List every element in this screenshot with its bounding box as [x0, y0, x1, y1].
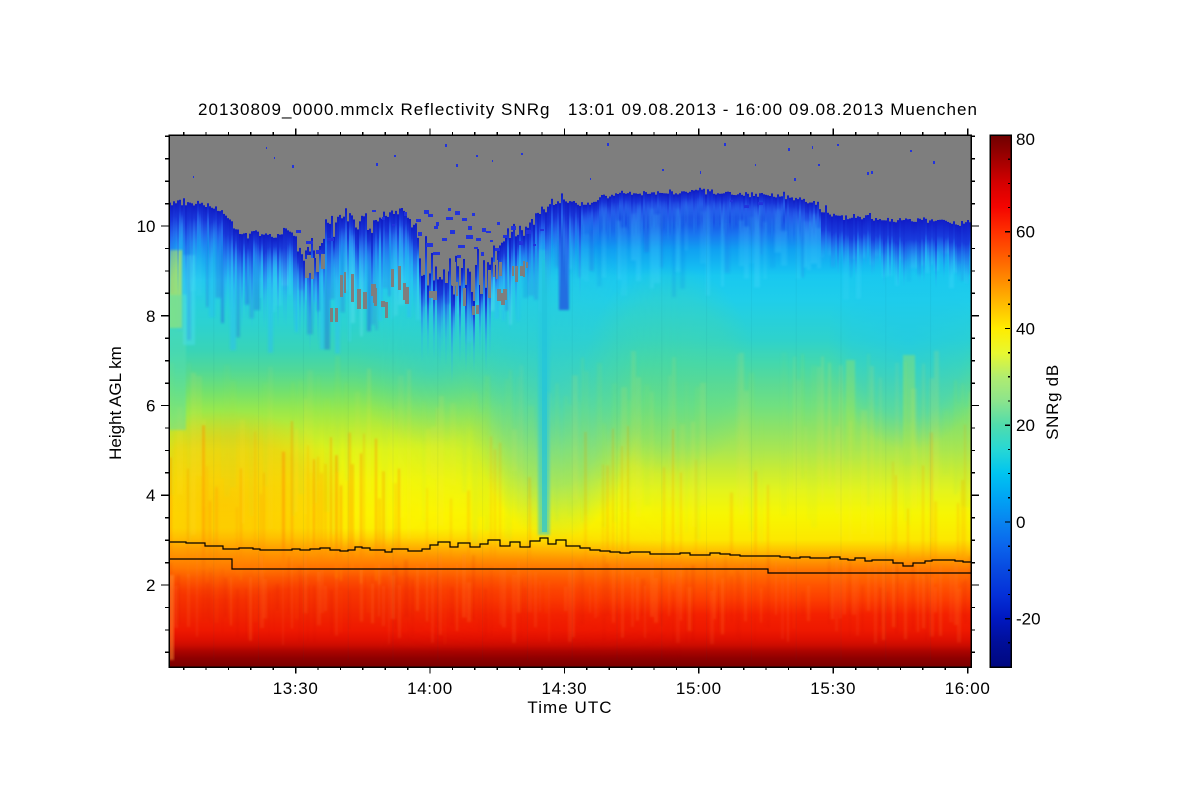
svg-text:2: 2 — [146, 576, 155, 595]
svg-text:15:30: 15:30 — [810, 679, 856, 698]
svg-text:20130809_0000.mmclx Reflectivi: 20130809_0000.mmclx Reflectivity SNRg 13… — [198, 100, 978, 119]
svg-text:15:00: 15:00 — [676, 679, 722, 698]
svg-text:14:00: 14:00 — [407, 679, 453, 698]
svg-text:-20: -20 — [1016, 610, 1041, 629]
svg-text:Height AGL km: Height AGL km — [106, 346, 125, 460]
svg-text:14:30: 14:30 — [542, 679, 588, 698]
svg-text:6: 6 — [146, 397, 155, 416]
svg-text:60: 60 — [1016, 223, 1035, 242]
svg-text:0: 0 — [1016, 513, 1025, 532]
svg-text:16:00: 16:00 — [945, 679, 991, 698]
svg-text:40: 40 — [1016, 320, 1035, 339]
svg-text:8: 8 — [146, 307, 155, 326]
svg-text:20: 20 — [1016, 416, 1035, 435]
svg-text:Time UTC: Time UTC — [527, 698, 612, 717]
svg-text:13:30: 13:30 — [273, 679, 319, 698]
svg-text:4: 4 — [146, 486, 155, 505]
svg-text:10: 10 — [137, 217, 156, 236]
svg-text:SNRg dB: SNRg dB — [1043, 364, 1062, 440]
svg-text:80: 80 — [1016, 130, 1035, 149]
